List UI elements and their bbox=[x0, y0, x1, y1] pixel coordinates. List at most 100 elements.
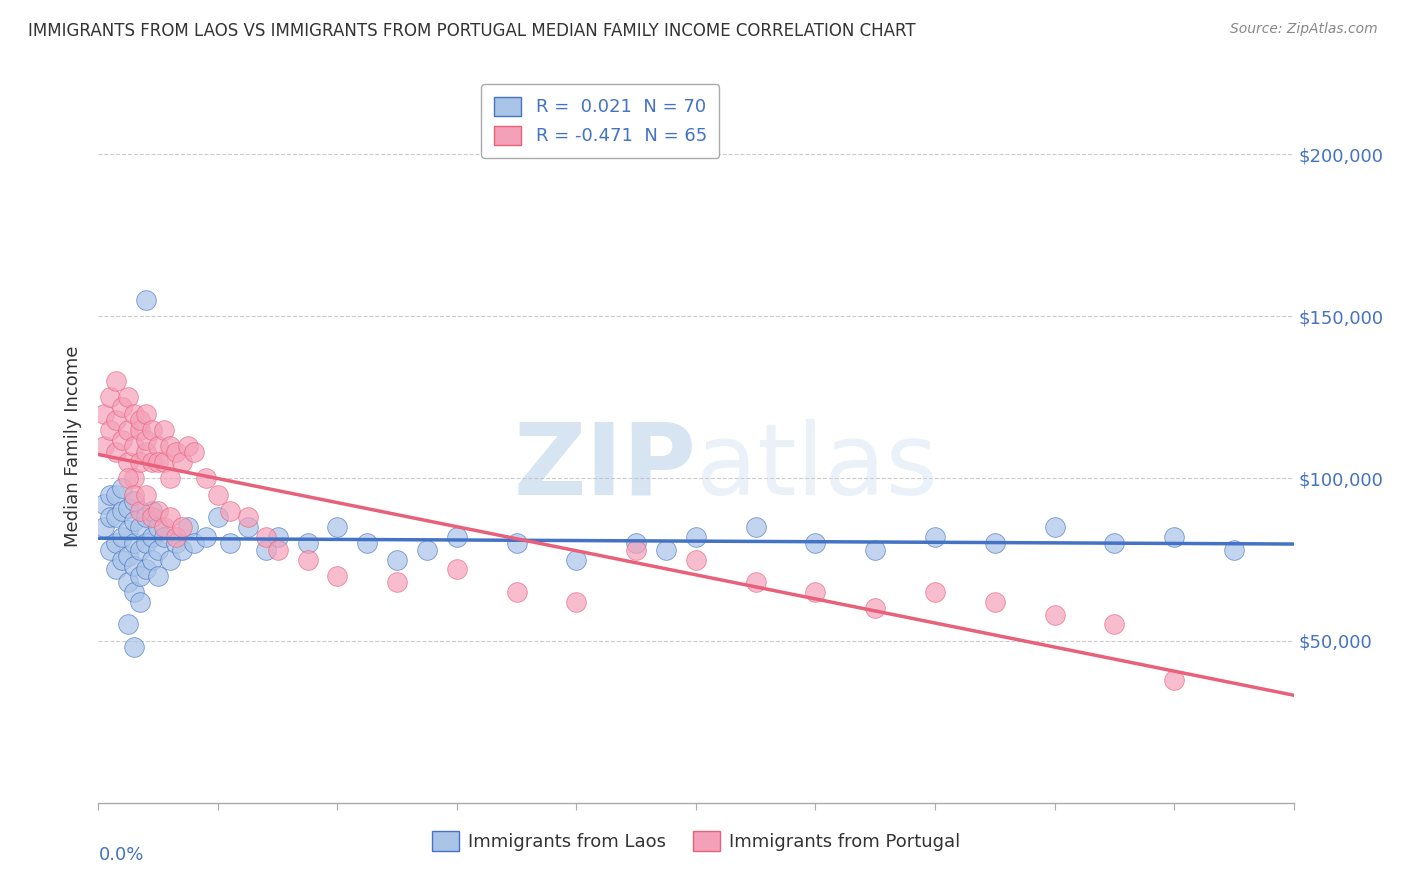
Point bbox=[98, 542, 122, 557]
Point bbox=[1163, 530, 1185, 544]
Point bbox=[1163, 673, 1185, 687]
Point bbox=[148, 455, 170, 469]
Point bbox=[141, 510, 163, 524]
Point bbox=[141, 455, 163, 469]
Point bbox=[135, 293, 157, 307]
Point bbox=[153, 520, 176, 534]
Point bbox=[111, 481, 134, 495]
Point bbox=[1104, 617, 1126, 632]
Point bbox=[141, 423, 163, 437]
Point bbox=[685, 552, 707, 566]
Point bbox=[626, 536, 648, 550]
Point bbox=[98, 423, 122, 437]
Point bbox=[745, 520, 768, 534]
Point bbox=[111, 400, 134, 414]
Point bbox=[655, 542, 678, 557]
Point bbox=[172, 520, 194, 534]
Point bbox=[254, 530, 277, 544]
Point bbox=[385, 552, 409, 566]
Point bbox=[148, 439, 170, 453]
Point bbox=[159, 439, 181, 453]
Point bbox=[105, 374, 128, 388]
Point bbox=[105, 488, 128, 502]
Point bbox=[129, 568, 152, 582]
Point bbox=[148, 568, 170, 582]
Point bbox=[148, 520, 170, 534]
Point bbox=[172, 455, 194, 469]
Point bbox=[804, 585, 827, 599]
Point bbox=[385, 575, 409, 590]
Point bbox=[165, 445, 187, 459]
Point bbox=[446, 562, 468, 576]
Point bbox=[111, 504, 134, 518]
Point bbox=[416, 542, 439, 557]
Point bbox=[98, 510, 122, 524]
Point bbox=[93, 439, 115, 453]
Point bbox=[117, 471, 139, 485]
Point bbox=[105, 510, 128, 524]
Point bbox=[117, 455, 139, 469]
Point bbox=[135, 562, 157, 576]
Point bbox=[219, 504, 242, 518]
Y-axis label: Median Family Income: Median Family Income bbox=[63, 345, 82, 547]
Point bbox=[297, 552, 319, 566]
Point bbox=[93, 497, 115, 511]
Point bbox=[207, 488, 229, 502]
Point bbox=[924, 530, 946, 544]
Point bbox=[207, 510, 229, 524]
Point bbox=[105, 445, 128, 459]
Point bbox=[141, 552, 163, 566]
Point bbox=[117, 524, 139, 538]
Point bbox=[117, 549, 139, 564]
Point bbox=[254, 542, 277, 557]
Point bbox=[506, 585, 529, 599]
Point bbox=[177, 439, 200, 453]
Point bbox=[1223, 542, 1246, 557]
Point bbox=[148, 542, 170, 557]
Point bbox=[117, 575, 139, 590]
Point bbox=[1104, 536, 1126, 550]
Point bbox=[356, 536, 378, 550]
Point bbox=[129, 504, 152, 518]
Point bbox=[183, 536, 205, 550]
Point bbox=[153, 455, 176, 469]
Point bbox=[159, 510, 181, 524]
Point bbox=[165, 530, 187, 544]
Point bbox=[984, 595, 1007, 609]
Point bbox=[506, 536, 529, 550]
Point bbox=[297, 536, 319, 550]
Text: Source: ZipAtlas.com: Source: ZipAtlas.com bbox=[1230, 22, 1378, 37]
Point bbox=[135, 407, 157, 421]
Point bbox=[159, 471, 181, 485]
Point bbox=[93, 520, 115, 534]
Point bbox=[446, 530, 468, 544]
Point bbox=[124, 494, 146, 508]
Point bbox=[111, 552, 134, 566]
Point bbox=[924, 585, 946, 599]
Point bbox=[745, 575, 768, 590]
Point bbox=[105, 413, 128, 427]
Point bbox=[135, 433, 157, 447]
Point bbox=[1043, 520, 1066, 534]
Point bbox=[93, 407, 115, 421]
Point bbox=[153, 530, 176, 544]
Point bbox=[124, 559, 146, 574]
Point bbox=[267, 542, 290, 557]
Point bbox=[117, 423, 139, 437]
Point bbox=[124, 640, 146, 654]
Point bbox=[565, 595, 588, 609]
Point bbox=[129, 423, 152, 437]
Legend: Immigrants from Laos, Immigrants from Portugal: Immigrants from Laos, Immigrants from Po… bbox=[425, 823, 967, 858]
Point bbox=[165, 536, 187, 550]
Point bbox=[117, 617, 139, 632]
Point bbox=[98, 390, 122, 404]
Point bbox=[159, 552, 181, 566]
Point bbox=[117, 390, 139, 404]
Point bbox=[124, 471, 146, 485]
Point bbox=[141, 504, 163, 518]
Point bbox=[626, 542, 648, 557]
Point bbox=[129, 455, 152, 469]
Point bbox=[865, 542, 887, 557]
Point bbox=[129, 520, 152, 534]
Point bbox=[326, 520, 349, 534]
